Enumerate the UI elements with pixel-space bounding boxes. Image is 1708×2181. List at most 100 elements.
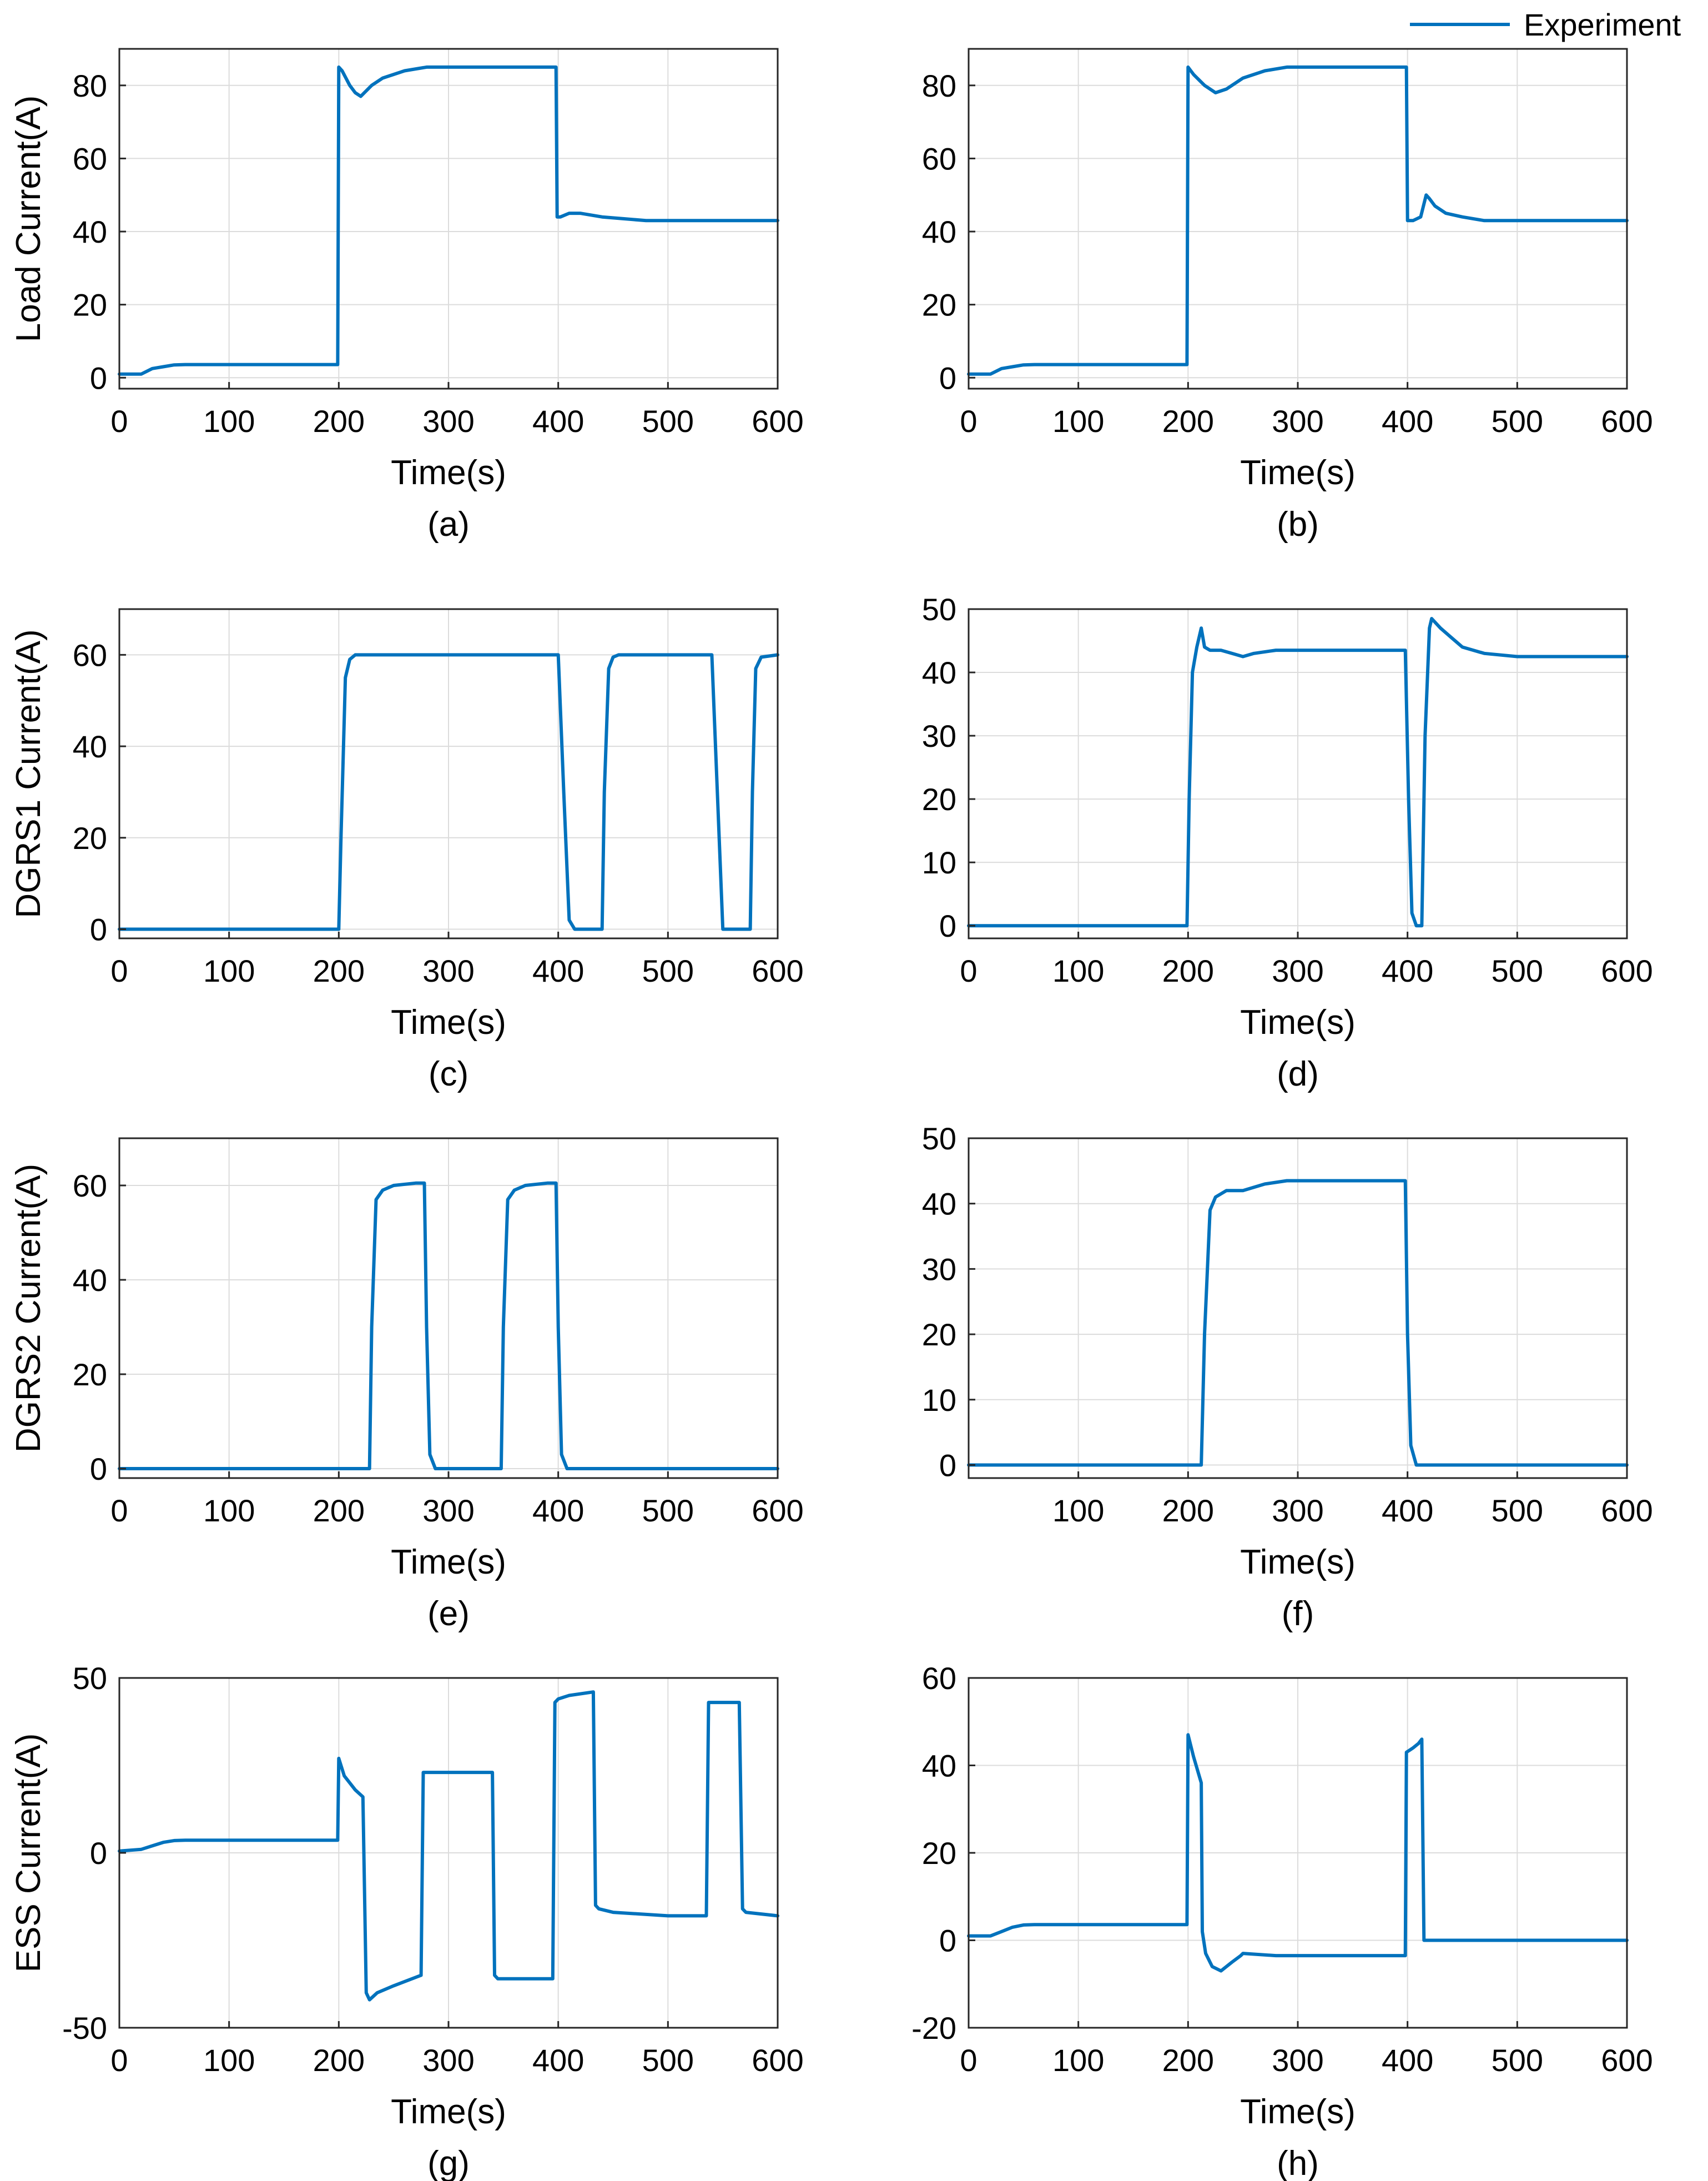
chart-3-xtick-label-2: 200 (313, 953, 365, 988)
chart-3-xlabel: Time(s) (391, 1003, 506, 1042)
chart-7-xtick-label-3: 300 (422, 2043, 474, 2078)
chart-1-ylabel: Load Current(A) (9, 96, 48, 343)
chart-1-ytick-label-4: 80 (73, 68, 107, 103)
chart-5-xlabel: Time(s) (391, 1543, 506, 1581)
chart-5-xtick-label-0: 0 (110, 1493, 128, 1528)
chart-3-xtick-label-1: 100 (203, 953, 255, 988)
chart-4-xtick-label-6: 600 (1601, 953, 1652, 988)
chart-6-ytick-label-4: 40 (922, 1187, 956, 1222)
chart-6-xtick-label-5: 600 (1601, 1493, 1652, 1528)
chart-1-xlabel: Time(s) (391, 454, 506, 492)
chart-8-ytick-label-0: -20 (911, 2011, 956, 2046)
chart-2-xtick-label-3: 300 (1272, 404, 1323, 439)
chart-4-ytick-label-5: 50 (922, 592, 956, 627)
chart-7-ytick-label-2: 50 (73, 1661, 107, 1696)
chart-4-ytick-label-3: 30 (922, 718, 956, 753)
chart-4-xtick-label-0: 0 (960, 953, 977, 988)
chart-8-xtick-label-1: 100 (1052, 2043, 1104, 2078)
chart-5-ytick-label-2: 40 (73, 1263, 107, 1298)
chart-2-xtick-label-5: 500 (1492, 404, 1543, 439)
chart-1-xtick-label-6: 600 (752, 404, 803, 439)
chart-2-ytick-label-1: 20 (922, 288, 956, 323)
chart-3-series-line-0 (118, 653, 779, 931)
chart-2-xtick-label-4: 400 (1382, 404, 1433, 439)
legend: Experiment (1410, 7, 1681, 42)
chart-7-xtick-label-4: 400 (532, 2043, 584, 2078)
chart-7-panel-label: (g) (427, 2144, 470, 2181)
chart-1-xtick-label-5: 500 (642, 404, 694, 439)
chart-5-xtick-label-5: 500 (642, 1493, 694, 1528)
chart-5-xtick-label-1: 100 (203, 1493, 255, 1528)
chart-7-series-line-0 (118, 1690, 779, 2002)
chart-6-panel-label: (f) (1282, 1595, 1314, 1633)
chart-1-panel-label: (a) (427, 505, 470, 544)
chart-7-xtick-label-6: 600 (752, 2043, 803, 2078)
chart-5-ytick-label-1: 20 (73, 1357, 107, 1392)
chart-8-xtick-label-0: 0 (960, 2043, 977, 2078)
chart-3-xtick-label-3: 300 (422, 953, 474, 988)
chart-7-xtick-label-2: 200 (313, 2043, 365, 2078)
chart-4-ytick-label-0: 0 (939, 908, 956, 943)
chart-1-series-line-0 (118, 65, 779, 376)
chart-4-ytick-label-1: 10 (922, 845, 956, 880)
chart-6-xtick-label-1: 200 (1162, 1493, 1214, 1528)
chart-3-xtick-label-6: 600 (752, 953, 803, 988)
chart-3-ytick-label-3: 60 (73, 637, 107, 672)
chart-5-xtick-label-2: 200 (313, 1493, 365, 1528)
chart-2-xlabel: Time(s) (1240, 454, 1356, 492)
chart-5-xtick-label-6: 600 (752, 1493, 803, 1528)
chart-4-xtick-label-1: 100 (1052, 953, 1104, 988)
chart-8-ytick-label-2: 20 (922, 1836, 956, 1871)
chart-3-xtick-label-0: 0 (110, 953, 128, 988)
chart-5-ytick-label-0: 0 (90, 1451, 107, 1486)
chart-4-series-line-0 (967, 617, 1629, 928)
chart-8-xtick-label-5: 500 (1492, 2043, 1543, 2078)
chart-panel-2: 0 100 200 300 400 500 600 0 20 40 60 80 Time(s) (b) (922, 48, 1653, 544)
chart-8-xtick-label-3: 300 (1272, 2043, 1323, 2078)
chart-3-ytick-label-2: 40 (73, 729, 107, 764)
chart-4-xtick-label-3: 300 (1272, 953, 1323, 988)
chart-7-ylabel: ESS Current(A) (9, 1733, 48, 1973)
chart-2-xtick-label-0: 0 (960, 404, 977, 439)
chart-5-ytick-label-3: 60 (73, 1168, 107, 1203)
chart-5-panel-label: (e) (427, 1595, 470, 1633)
chart-2-xtick-label-1: 100 (1052, 404, 1104, 439)
chart-6-ytick-label-1: 10 (922, 1383, 956, 1418)
chart-6-ytick-label-5: 50 (922, 1121, 956, 1156)
chart-1-xtick-label-1: 100 (203, 404, 255, 439)
chart-3-xtick-label-5: 500 (642, 953, 694, 988)
chart-1-xtick-label-2: 200 (313, 404, 365, 439)
chart-7-ytick-label-0: -50 (62, 2011, 107, 2046)
chart-5-series-line-0 (118, 1181, 779, 1470)
chart-7-xlabel: Time(s) (391, 2093, 506, 2131)
chart-7-xtick-label-1: 100 (203, 2043, 255, 2078)
chart-8-ytick-label-1: 0 (939, 1923, 956, 1958)
chart-2-ytick-label-2: 40 (922, 214, 956, 249)
chart-6-series-line-0 (967, 1179, 1629, 1467)
chart-4-ytick-label-4: 40 (922, 655, 956, 690)
chart-8-series-line-0 (967, 1733, 1629, 1973)
chart-panel-3: 0 100 200 300 400 500 600 0 20 40 60 Time(s) DGRS1 C… (9, 608, 804, 1093)
chart-4-xtick-label-2: 200 (1162, 953, 1214, 988)
chart-4-ytick-label-2: 20 (922, 782, 956, 817)
chart-panel-4: 0 100 200 300 400 500 600 0 10 20 30 40 50 Time(s) (d) (922, 592, 1653, 1093)
chart-panel-1: 0 100 200 300 400 500 600 0 20 40 60 80 Time(s) Load … (9, 48, 804, 544)
chart-2-xtick-label-6: 600 (1601, 404, 1652, 439)
chart-8-xtick-label-2: 200 (1162, 2043, 1214, 2078)
chart-8-panel-label: (h) (1277, 2144, 1319, 2181)
chart-2-xtick-label-2: 200 (1162, 404, 1214, 439)
legend-label: Experiment (1524, 7, 1681, 42)
chart-8-xtick-label-4: 400 (1382, 2043, 1433, 2078)
chart-4-panel-label: (d) (1277, 1055, 1319, 1093)
chart-6-xtick-label-0: 100 (1052, 1493, 1104, 1528)
chart-3-ytick-label-0: 0 (90, 912, 107, 947)
chart-6-ytick-label-0: 0 (939, 1448, 956, 1483)
chart-6-xtick-label-3: 400 (1382, 1493, 1433, 1528)
chart-8-ytick-label-3: 40 (922, 1748, 956, 1783)
chart-2-ytick-label-4: 80 (922, 68, 956, 103)
chart-5-xtick-label-4: 400 (532, 1493, 584, 1528)
chart-1-ytick-label-3: 60 (73, 141, 107, 176)
chart-3-ytick-label-1: 20 (73, 821, 107, 856)
